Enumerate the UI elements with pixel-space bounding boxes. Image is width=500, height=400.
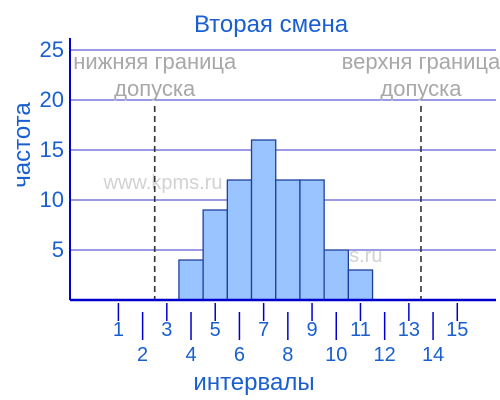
y-tick-label: 10: [40, 187, 64, 212]
axes: [69, 38, 496, 302]
x-tick-label: 12: [374, 344, 396, 366]
y-axis-label: частота: [9, 102, 36, 188]
chart-title: Вторая смена: [194, 11, 349, 38]
x-tick-label: 6: [234, 344, 245, 366]
histogram-bar: [250, 139, 277, 301]
x-tick-label: 11: [350, 319, 371, 341]
limit-label-line2: допуска: [114, 76, 196, 101]
y-tick-label: 15: [40, 137, 64, 162]
y-tick-labels: 5 10 15 20 25: [40, 37, 64, 262]
x-tick-label: 9: [306, 319, 317, 341]
x-tick-label: 7: [258, 319, 269, 341]
x-tick-label: 8: [282, 344, 293, 366]
grid-lines: [70, 49, 496, 251]
histogram-bar: [226, 179, 253, 301]
histogram-bar: [178, 259, 204, 301]
x-tick-label: 13: [398, 319, 420, 341]
y-tick-label: 5: [52, 237, 64, 262]
x-axis-label: интервалы: [193, 369, 314, 396]
x-tick-label: 3: [161, 319, 172, 341]
x-tick-label: 2: [137, 344, 148, 366]
y-tick-label: 20: [40, 87, 64, 112]
histogram-bar: [299, 179, 325, 301]
x-tick-label: 14: [422, 344, 444, 366]
limit-label-line1: нижняя граница: [73, 49, 237, 74]
histogram-bar: [347, 269, 374, 301]
watermark: www.kpms.ru: [103, 172, 223, 194]
histogram-bar: [323, 249, 350, 301]
x-tick-label: 15: [446, 319, 468, 341]
limit-label-line1: верхня граница: [342, 49, 500, 74]
x-tick-label: 5: [210, 319, 221, 341]
x-tick-label: 4: [185, 344, 196, 366]
y-tick-label: 25: [40, 37, 64, 62]
histogram-bar: [202, 209, 228, 301]
bars: [178, 139, 374, 301]
x-tick-label: 1: [113, 319, 124, 341]
histogram-bar: [275, 179, 301, 301]
x-tick-label: 10: [325, 344, 347, 366]
limit-label-line2: допуска: [380, 76, 462, 101]
